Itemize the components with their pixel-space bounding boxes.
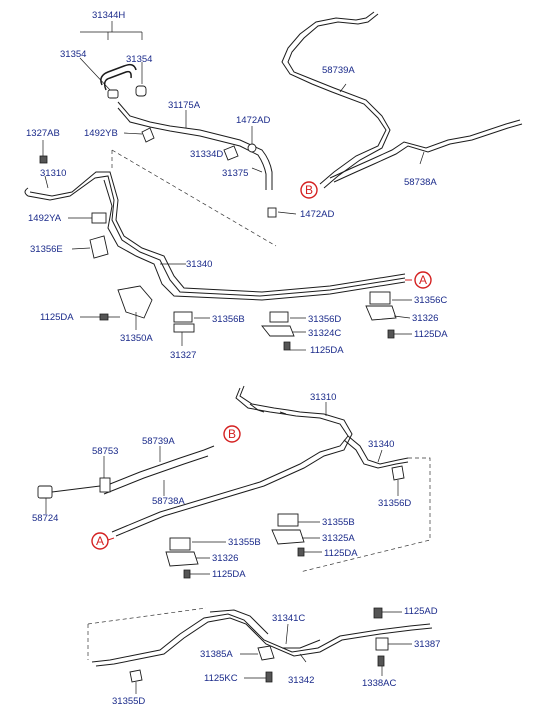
bolt [183, 569, 191, 579]
fastener [377, 655, 385, 667]
top-assembly [24, 11, 523, 351]
label-58724: 58724 [32, 513, 58, 524]
clamp-bracket [271, 529, 305, 545]
filter [37, 485, 53, 499]
callout-a-top: A [414, 271, 432, 289]
clamp [375, 637, 389, 651]
bolt [373, 607, 383, 619]
clamp [257, 645, 275, 661]
clamp [391, 465, 405, 481]
middle-assembly [37, 385, 431, 579]
label-31356C: 31356C [414, 295, 447, 306]
clamp [169, 537, 191, 551]
label-31375: 31375 [222, 168, 248, 179]
label-31354-right: 31354 [126, 54, 152, 65]
label-31354-left: 31354 [60, 49, 86, 60]
label-58739A-top: 58739A [322, 65, 355, 76]
clamp [223, 145, 239, 161]
label-31341C: 31341C [272, 613, 305, 624]
clamp [173, 311, 193, 323]
clamp [277, 513, 299, 527]
fastener [247, 143, 257, 153]
label-1492YB: 1492YB [84, 128, 118, 139]
label-1125DA-right: 1125DA [414, 329, 448, 340]
label-58739A-middle: 58739A [142, 436, 175, 447]
bolt [265, 671, 273, 683]
label-1125DA-center: 1125DA [310, 345, 344, 356]
label-31342: 31342 [288, 675, 314, 686]
label-1125AD: 1125AD [404, 606, 438, 617]
label-31326-top: 31326 [412, 313, 438, 324]
bolt [297, 547, 305, 557]
clamp [129, 669, 143, 683]
label-1338AC: 1338AC [362, 678, 396, 689]
label-31355B-right: 31355B [322, 517, 355, 528]
label-31324C: 31324C [308, 328, 341, 339]
label-31175A: 31175A [168, 100, 201, 111]
label-1492YA: 1492YA [28, 213, 62, 224]
svg-text:B: B [228, 427, 236, 441]
label-1472AD-bottom: 1472AD [300, 209, 334, 220]
svg-text:A: A [96, 534, 104, 548]
clip [141, 127, 155, 143]
label-31355B-left: 31355B [228, 537, 261, 548]
clamp [269, 311, 289, 323]
clamp-bracket [173, 323, 195, 333]
label-31334D: 31334D [190, 149, 223, 160]
label-31356B: 31356B [212, 314, 245, 325]
label-31325A: 31325A [322, 533, 355, 544]
label-31350A: 31350A [120, 333, 153, 344]
label-31385A: 31385A [200, 649, 233, 660]
hose-clamp [135, 85, 147, 97]
callout-b-top: B [300, 181, 318, 199]
label-58738A-top: 58738A [404, 177, 437, 188]
clamp-bracket [165, 551, 199, 567]
svg-text:B: B [305, 183, 313, 197]
hose-clamp [107, 89, 119, 99]
label-31340-middle: 31340 [368, 439, 394, 450]
label-1327AB: 1327AB [26, 128, 60, 139]
clamp-bracket [261, 325, 295, 337]
bolt [99, 313, 109, 321]
label-58738A-middle: 58738A [152, 496, 185, 507]
clip [91, 212, 107, 224]
label-1125DA-middle-right: 1125DA [324, 548, 358, 559]
bolt [283, 341, 291, 351]
clamp [369, 291, 391, 305]
label-58753: 58753 [92, 446, 118, 457]
label-31340-top: 31340 [186, 259, 212, 270]
label-31387: 31387 [414, 639, 440, 650]
label-31356D-middle: 31356D [378, 498, 411, 509]
callout-a-middle: A [91, 532, 109, 550]
connector [267, 207, 277, 218]
label-31356E: 31356E [30, 244, 63, 255]
label-1125DA-middle-left: 1125DA [212, 569, 246, 580]
bolt [387, 329, 395, 339]
callout-b-middle: B [223, 425, 241, 443]
label-31326-middle: 31326 [212, 553, 238, 564]
bottom-assembly [87, 607, 433, 694]
label-31355D-bottom: 31355D [112, 696, 145, 707]
label-31327: 31327 [170, 350, 196, 361]
label-1125DA-left: 1125DA [40, 312, 74, 323]
clamp-bracket [365, 305, 397, 321]
label-1125KC: 1125KC [204, 673, 238, 684]
svg-text:A: A [419, 273, 427, 287]
clamp [89, 235, 109, 259]
label-31310-top: 31310 [40, 168, 66, 179]
nut [39, 155, 48, 164]
label-31310-middle: 31310 [310, 392, 336, 403]
bracket [117, 285, 153, 319]
label-31356D-top: 31356D [308, 314, 341, 325]
label-31344H: 31344H [92, 10, 125, 21]
label-1472AD-top: 1472AD [236, 115, 270, 126]
clip [99, 477, 111, 493]
